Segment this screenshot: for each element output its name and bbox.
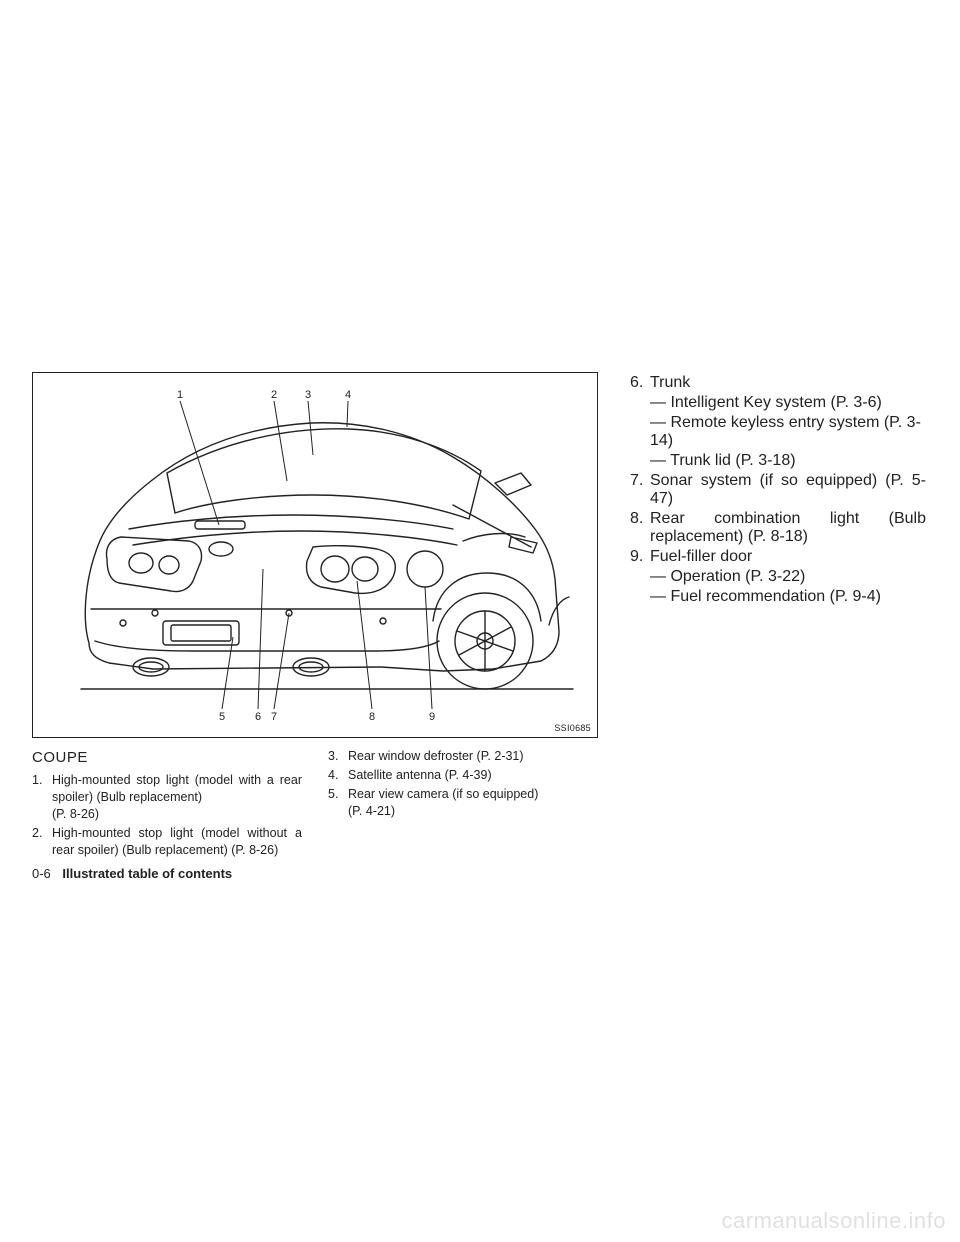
item-columns: COUPE 1.High-mounted stop light (model w… (32, 748, 928, 861)
list-item: 5.Rear view camera (if so equipped)(P. 4… (328, 786, 598, 820)
callout-number: 1 (177, 389, 183, 401)
list-item: 9.Fuel-filler door (630, 548, 926, 566)
item-number: 4. (328, 767, 338, 784)
manual-page: 6.Trunk — Intelligent Key system (P. 3-6)… (32, 372, 928, 861)
item-number: 8. (630, 510, 643, 528)
callout-number: 5 (219, 711, 225, 723)
item-number: 7. (630, 472, 643, 490)
item-number: 9. (630, 548, 643, 566)
exterior-rear-diagram: 1 2 3 4 5 67 8 9 SSI0685 (32, 372, 598, 738)
item-number: 5. (328, 786, 338, 803)
section-title: Illustrated table of contents (62, 866, 232, 881)
list-subitem: — Intelligent Key system (P. 3-6) (630, 394, 926, 412)
item-number: 1. (32, 772, 42, 789)
callout-number: 7 (271, 711, 277, 723)
list-subitem: — Fuel recommendation (P. 9-4) (630, 588, 926, 606)
list-subitem: — Operation (P. 3-22) (630, 568, 926, 586)
callout-number: 9 (429, 711, 435, 723)
section-heading: COUPE (32, 748, 302, 768)
list-item: 2.High-mounted stop light (model without… (32, 825, 302, 859)
item-number: 6. (630, 374, 643, 392)
callout-number: 4 (345, 389, 351, 401)
list-item: 7.Sonar system (if so equipped) (P. 5-47… (630, 472, 926, 508)
page-footer: 0-6 Illustrated table of contents (32, 866, 232, 881)
list-item: 1.High-mounted stop light (model with a … (32, 772, 302, 823)
figure-code: SSI0685 (554, 723, 591, 733)
callout-number: 2 (271, 389, 277, 401)
item-column-1: COUPE 1.High-mounted stop light (model w… (32, 748, 302, 861)
list-subitem: — Remote keyless entry system (P. 3-14) (630, 414, 926, 450)
page-number: 0-6 (32, 866, 51, 881)
watermark: carmanualsonline.info (721, 1208, 946, 1234)
list-item: 6.Trunk (630, 374, 926, 392)
list-item: 4.Satellite antenna (P. 4-39) (328, 767, 598, 784)
callout-number: 3 (305, 389, 311, 401)
item-number: 2. (32, 825, 42, 842)
callout-number: 6 (255, 711, 261, 723)
item-column-3: 6.Trunk — Intelligent Key system (P. 3-6)… (630, 374, 926, 608)
list-item: 8.Rear combination light (Bulb replaceme… (630, 510, 926, 546)
item-number: 3. (328, 748, 338, 765)
item-column-2: 3.Rear window defroster (P. 2-31) 4.Satel… (328, 748, 598, 861)
list-item: 3.Rear window defroster (P. 2-31) (328, 748, 598, 765)
callout-number: 8 (369, 711, 375, 723)
list-subitem: — Trunk lid (P. 3-18) (630, 452, 926, 470)
